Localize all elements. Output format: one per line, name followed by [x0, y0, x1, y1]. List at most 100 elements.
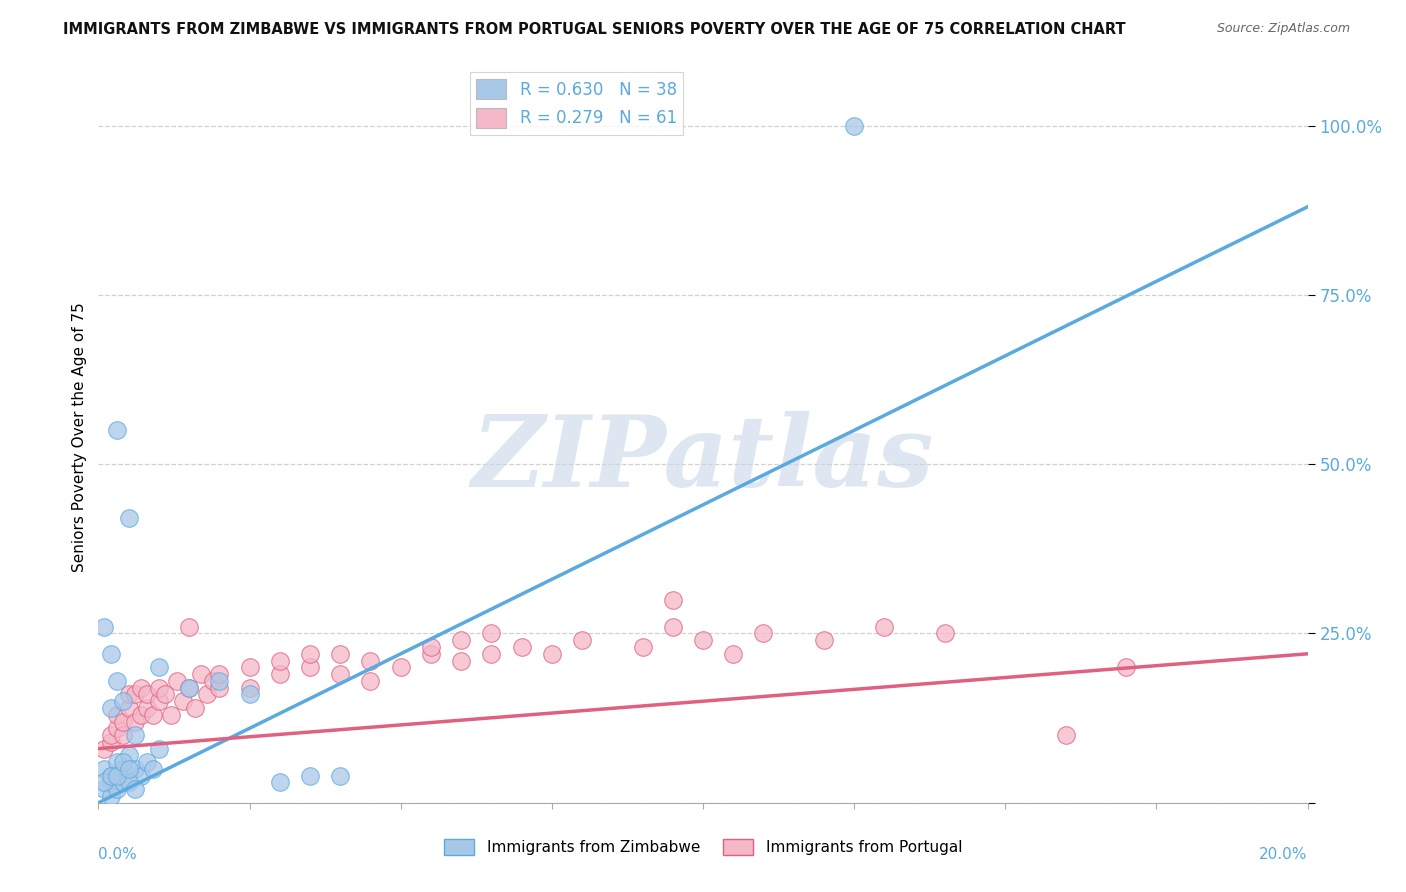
Point: [873, 620, 896, 634]
Text: IMMIGRANTS FROM ZIMBABWE VS IMMIGRANTS FROM PORTUGAL SENIORS POVERTY OVER THE AG: IMMIGRANTS FROM ZIMBABWE VS IMMIGRANTS F…: [63, 22, 1126, 37]
Point: [100, 701, 122, 715]
Point: [179, 681, 201, 695]
Point: [360, 673, 382, 688]
Point: [105, 423, 128, 437]
Point: [813, 633, 835, 648]
Point: [179, 681, 201, 695]
Point: [105, 782, 128, 797]
Point: [329, 667, 352, 681]
Point: [481, 647, 503, 661]
Point: [184, 701, 207, 715]
Point: [153, 688, 176, 702]
Point: [100, 735, 122, 749]
Point: [239, 660, 262, 674]
Text: 20.0%: 20.0%: [1260, 847, 1308, 862]
Point: [118, 775, 141, 789]
Point: [118, 701, 141, 715]
Point: [540, 647, 562, 661]
Point: [100, 775, 122, 789]
Point: [124, 782, 146, 797]
Point: [202, 673, 225, 688]
Point: [105, 721, 128, 735]
Point: [166, 673, 188, 688]
Point: [160, 707, 183, 722]
Point: [135, 701, 157, 715]
Point: [105, 755, 128, 769]
Point: [118, 511, 141, 525]
Point: [420, 647, 443, 661]
Point: [111, 762, 134, 776]
Point: [692, 633, 714, 648]
Point: [111, 755, 134, 769]
Point: [360, 654, 382, 668]
Point: [100, 728, 122, 742]
Text: Source: ZipAtlas.com: Source: ZipAtlas.com: [1216, 22, 1350, 36]
Point: [93, 741, 115, 756]
Point: [124, 688, 146, 702]
Point: [118, 748, 141, 763]
Point: [1054, 728, 1077, 742]
Point: [100, 769, 122, 783]
Point: [1115, 660, 1137, 674]
Point: [450, 654, 472, 668]
Point: [571, 633, 593, 648]
Point: [450, 633, 472, 648]
Point: [510, 640, 533, 654]
Point: [299, 647, 322, 661]
Point: [100, 789, 122, 803]
Point: [142, 707, 165, 722]
Point: [148, 741, 170, 756]
Point: [195, 688, 218, 702]
Point: [239, 681, 262, 695]
Point: [93, 775, 115, 789]
Text: ZIPatlas: ZIPatlas: [472, 411, 934, 508]
Point: [329, 769, 352, 783]
Point: [93, 620, 115, 634]
Point: [389, 660, 412, 674]
Point: [269, 654, 291, 668]
Text: 0.0%: 0.0%: [98, 847, 138, 862]
Point: [124, 728, 146, 742]
Point: [135, 688, 157, 702]
Point: [148, 694, 170, 708]
Legend: R = 0.630   N = 38, R = 0.279   N = 61: R = 0.630 N = 38, R = 0.279 N = 61: [470, 72, 683, 135]
Point: [269, 775, 291, 789]
Point: [179, 620, 201, 634]
Point: [481, 626, 503, 640]
Point: [329, 647, 352, 661]
Point: [118, 762, 141, 776]
Point: [111, 728, 134, 742]
Point: [93, 762, 115, 776]
Point: [208, 667, 231, 681]
Point: [752, 626, 775, 640]
Point: [190, 667, 212, 681]
Point: [239, 688, 262, 702]
Point: [299, 769, 322, 783]
Point: [269, 667, 291, 681]
Point: [934, 626, 956, 640]
Point: [124, 762, 146, 776]
Point: [142, 762, 165, 776]
Point: [118, 688, 141, 702]
Point: [93, 782, 115, 797]
Point: [135, 755, 157, 769]
Point: [420, 640, 443, 654]
Point: [129, 681, 152, 695]
Point: [172, 694, 194, 708]
Point: [661, 620, 683, 634]
Point: [105, 707, 128, 722]
Point: [299, 660, 322, 674]
Point: [208, 681, 231, 695]
Point: [631, 640, 654, 654]
Point: [129, 707, 152, 722]
Point: [661, 592, 683, 607]
Y-axis label: Seniors Poverty Over the Age of 75: Seniors Poverty Over the Age of 75: [72, 302, 87, 572]
Point: [105, 673, 128, 688]
Point: [124, 714, 146, 729]
Point: [208, 673, 231, 688]
Point: [105, 769, 128, 783]
Point: [111, 714, 134, 729]
Point: [844, 119, 866, 133]
Point: [148, 681, 170, 695]
Point: [129, 769, 152, 783]
